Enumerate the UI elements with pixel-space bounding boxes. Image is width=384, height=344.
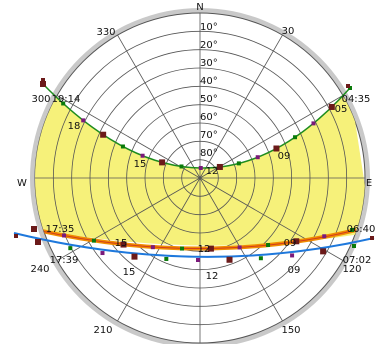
summer-hour-marker [140, 153, 145, 158]
altitude-azimuth-grid [35, 13, 365, 343]
equinox-hour-marker [180, 246, 185, 251]
endpoint-marker [14, 234, 18, 238]
equinox-hour-15: 15 [115, 238, 128, 249]
summer-hour-09: 09 [278, 151, 291, 162]
summer-sunset-time: 19:14 [52, 94, 81, 105]
summer-sunrise-time: 04:35 [342, 94, 371, 105]
winter-path [13, 232, 375, 258]
azimuth-label-300: 300 [31, 94, 50, 105]
sun-region [35, 84, 365, 246]
altitude-label-50: 50° [200, 94, 218, 105]
azimuth-line [56, 95, 201, 179]
azimuth-label-330: 330 [96, 27, 115, 38]
hour-markers [14, 78, 374, 263]
equinox-sunset-time: 17:35 [46, 224, 75, 235]
summer-hour-marker [311, 121, 316, 126]
summer-hour-marker [120, 144, 125, 149]
winter-hour-marker [352, 244, 356, 248]
winter-hour-marker [196, 258, 200, 262]
equinox-hour-marker [322, 234, 327, 239]
summer-hour-marker [273, 145, 280, 152]
winter-hour-marker [320, 248, 327, 255]
azimuth-label-210: 210 [93, 325, 112, 336]
azimuth-label-150: 150 [281, 325, 300, 336]
summer-hour-marker [159, 159, 166, 166]
endpoint-marker [41, 78, 45, 82]
azimuth-line [117, 34, 201, 179]
winter-hour-marker [100, 251, 105, 256]
altitude-label-80: 80° [200, 148, 218, 159]
winter-sunrise-time: 07:02 [343, 255, 372, 266]
equinox-path-edge [35, 227, 357, 249]
summer-hour-marker [179, 164, 184, 169]
azimuth-line [199, 34, 283, 179]
winter-sunset-time: 17:39 [50, 255, 79, 266]
altitude-label-70: 70° [200, 130, 218, 141]
summer-hour-marker [40, 81, 46, 87]
east-label: E [366, 178, 372, 189]
winter-hour-marker [35, 239, 41, 245]
summer-hour-05: 05 [335, 104, 348, 115]
summer-hour-12: 12 [206, 166, 219, 177]
altitude-label-40: 40° [200, 76, 218, 87]
winter-hour-marker [226, 256, 233, 263]
winter-hour-12: 12 [206, 271, 219, 282]
equinox-sunrise-time: 06:40 [347, 224, 376, 235]
equinox-hour-marker [350, 228, 354, 232]
summer-hour-marker [328, 103, 335, 110]
azimuth-line [117, 177, 201, 322]
equinox-hour-marker [120, 241, 127, 248]
summer-hour-18: 18 [68, 121, 81, 132]
altitude-label-10: 10° [200, 22, 218, 33]
summer-hour-15: 15 [134, 159, 147, 170]
equinox-hour-marker [237, 245, 242, 250]
azimuth-label-120: 120 [342, 264, 361, 275]
equinox-hour-marker [91, 238, 96, 243]
winter-hour-marker [258, 256, 263, 261]
azimuth-label-30: 30 [282, 26, 295, 37]
winter-hour-marker [164, 256, 169, 261]
west-label: W [17, 178, 27, 189]
equinox-hour-marker [207, 245, 214, 252]
altitude-label-20: 20° [200, 40, 218, 51]
equinox-hour-marker [62, 233, 67, 238]
winter-hour-marker [131, 253, 138, 260]
summer-hour-marker [255, 155, 260, 160]
endpoint-marker [346, 84, 350, 88]
summer-hour-marker [216, 163, 223, 170]
summer-hour-marker [100, 131, 107, 138]
summer-hour-marker [293, 135, 298, 140]
north-label: N [196, 2, 203, 13]
winter-hour-15: 15 [123, 267, 136, 278]
equinox-hour-09: 09 [284, 238, 297, 249]
equinox-hour-marker [266, 243, 271, 247]
azimuth-line [199, 177, 344, 261]
altitude-label-30: 30° [200, 58, 218, 69]
altitude-label-60: 60° [200, 112, 218, 123]
equinox-hour-marker [150, 245, 155, 250]
summer-hour-marker [61, 101, 66, 106]
endpoint-marker [370, 236, 374, 240]
azimuth-line [199, 95, 344, 179]
summer-hour-marker [198, 166, 203, 170]
equinox-hour-12: 12 [198, 244, 211, 255]
summer-hour-marker [236, 161, 241, 166]
azimuth-label-240: 240 [30, 264, 49, 275]
equinox-hour-marker [31, 226, 37, 232]
winter-hour-marker [68, 246, 73, 251]
equinox-hour-marker [293, 238, 300, 245]
winter-hour-marker [290, 253, 295, 258]
summer-hour-marker [81, 118, 86, 123]
winter-hour-09: 09 [288, 265, 301, 276]
